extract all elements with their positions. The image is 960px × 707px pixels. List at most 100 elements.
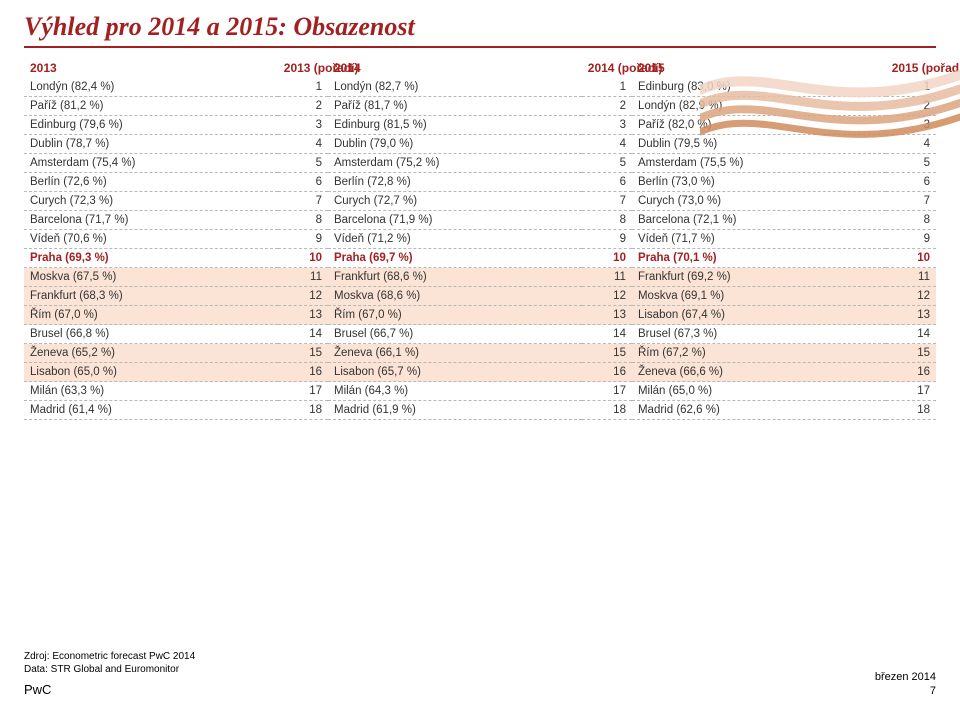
rank-cell: 17 bbox=[886, 382, 936, 401]
city-cell: Moskva (68,6 %) bbox=[328, 287, 582, 306]
city-cell: Londýn (82,4 %) bbox=[24, 78, 278, 97]
rank-cell: 2 bbox=[278, 97, 328, 116]
rank-cell: 11 bbox=[278, 268, 328, 287]
rank-cell: 8 bbox=[278, 211, 328, 230]
rank-cell: 2 bbox=[582, 97, 632, 116]
rank-cell: 11 bbox=[886, 268, 936, 287]
rank-cell: 10 bbox=[886, 249, 936, 268]
table-row: Moskva (67,5 %)11Frankfurt (68,6 %)11Fra… bbox=[24, 268, 936, 287]
city-cell: Lisabon (65,0 %) bbox=[24, 363, 278, 382]
city-cell: Berlín (73,0 %) bbox=[632, 173, 886, 192]
city-cell: Ženeva (66,6 %) bbox=[632, 363, 886, 382]
rank-cell: 12 bbox=[886, 287, 936, 306]
col-2015: 2015 bbox=[632, 58, 886, 78]
city-cell: Madrid (61,4 %) bbox=[24, 401, 278, 420]
city-cell: Dublin (79,0 %) bbox=[328, 135, 582, 154]
city-cell: Ženeva (66,1 %) bbox=[328, 344, 582, 363]
city-cell: Dublin (79,5 %) bbox=[632, 135, 886, 154]
rank-cell: 10 bbox=[278, 249, 328, 268]
city-cell: Brusel (66,8 %) bbox=[24, 325, 278, 344]
city-cell: Paříž (81,7 %) bbox=[328, 97, 582, 116]
rank-cell: 5 bbox=[582, 154, 632, 173]
city-cell: Lisabon (67,4 %) bbox=[632, 306, 886, 325]
city-cell: Curych (72,3 %) bbox=[24, 192, 278, 211]
rank-cell: 4 bbox=[886, 135, 936, 154]
city-cell: Londýn (82,9 %) bbox=[632, 97, 886, 116]
table-row: Londýn (82,4 %)1Londýn (82,7 %)1Edinburg… bbox=[24, 78, 936, 97]
table-row: Barcelona (71,7 %)8Barcelona (71,9 %)8Ba… bbox=[24, 211, 936, 230]
rank-cell: 8 bbox=[886, 211, 936, 230]
city-cell: Ženeva (65,2 %) bbox=[24, 344, 278, 363]
rank-cell: 13 bbox=[886, 306, 936, 325]
city-cell: Moskva (69,1 %) bbox=[632, 287, 886, 306]
city-cell: Praha (70,1 %) bbox=[632, 249, 886, 268]
table-header-row: 2013 2013 (pořadí) 2014 2014 (pořadí) 20… bbox=[24, 58, 936, 78]
table-row: Praha (69,3 %)10Praha (69,7 %)10Praha (7… bbox=[24, 249, 936, 268]
city-cell: Curych (73,0 %) bbox=[632, 192, 886, 211]
rank-cell: 18 bbox=[278, 401, 328, 420]
rank-cell: 3 bbox=[278, 116, 328, 135]
footer: Zdroj: Econometric forecast PwC 2014 Dat… bbox=[24, 650, 936, 697]
footer-page: 7 bbox=[930, 685, 936, 697]
rank-cell: 15 bbox=[886, 344, 936, 363]
table-row: Lisabon (65,0 %)16Lisabon (65,7 %)16Žene… bbox=[24, 363, 936, 382]
city-cell: Milán (63,3 %) bbox=[24, 382, 278, 401]
city-cell: Madrid (62,6 %) bbox=[632, 401, 886, 420]
rank-cell: 14 bbox=[886, 325, 936, 344]
city-cell: Vídeň (71,2 %) bbox=[328, 230, 582, 249]
col-2014: 2014 bbox=[328, 58, 582, 78]
table-row: Paříž (81,2 %)2Paříž (81,7 %)2Londýn (82… bbox=[24, 97, 936, 116]
rank-cell: 18 bbox=[582, 401, 632, 420]
city-cell: Brusel (67,3 %) bbox=[632, 325, 886, 344]
city-cell: Moskva (67,5 %) bbox=[24, 268, 278, 287]
col-2015-rank: 2015 (pořadí) bbox=[886, 58, 936, 78]
table-row: Brusel (66,8 %)14Brusel (66,7 %)14Brusel… bbox=[24, 325, 936, 344]
city-cell: Barcelona (72,1 %) bbox=[632, 211, 886, 230]
col-2013-rank: 2013 (pořadí) bbox=[278, 58, 328, 78]
city-cell: Dublin (78,7 %) bbox=[24, 135, 278, 154]
rank-cell: 6 bbox=[582, 173, 632, 192]
table-row: Edinburg (79,6 %)3Edinburg (81,5 %)3Paří… bbox=[24, 116, 936, 135]
table-row: Amsterdam (75,4 %)5Amsterdam (75,2 %)5Am… bbox=[24, 154, 936, 173]
rank-cell: 1 bbox=[582, 78, 632, 97]
col-2014-rank: 2014 (pořadí) bbox=[582, 58, 632, 78]
city-cell: Amsterdam (75,5 %) bbox=[632, 154, 886, 173]
footer-date: březen 2014 bbox=[875, 671, 936, 683]
city-cell: Milán (64,3 %) bbox=[328, 382, 582, 401]
city-cell: Brusel (66,7 %) bbox=[328, 325, 582, 344]
city-cell: Řím (67,0 %) bbox=[328, 306, 582, 325]
rank-cell: 14 bbox=[582, 325, 632, 344]
city-cell: Edinburg (79,6 %) bbox=[24, 116, 278, 135]
footer-source-2: Data: STR Global and Euromonitor bbox=[24, 663, 936, 676]
rank-cell: 18 bbox=[886, 401, 936, 420]
rank-cell: 7 bbox=[886, 192, 936, 211]
rank-cell: 2 bbox=[886, 97, 936, 116]
city-cell: Curych (72,7 %) bbox=[328, 192, 582, 211]
table-row: Curych (72,3 %)7Curych (72,7 %)7Curych (… bbox=[24, 192, 936, 211]
table-row: Frankfurt (68,3 %)12Moskva (68,6 %)12Mos… bbox=[24, 287, 936, 306]
rank-cell: 5 bbox=[278, 154, 328, 173]
table-row: Milán (63,3 %)17Milán (64,3 %)17Milán (6… bbox=[24, 382, 936, 401]
table-row: Berlín (72,6 %)6Berlín (72,8 %)6Berlín (… bbox=[24, 173, 936, 192]
city-cell: Frankfurt (69,2 %) bbox=[632, 268, 886, 287]
rank-cell: 16 bbox=[886, 363, 936, 382]
rank-cell: 1 bbox=[278, 78, 328, 97]
city-cell: Vídeň (71,7 %) bbox=[632, 230, 886, 249]
city-cell: Frankfurt (68,6 %) bbox=[328, 268, 582, 287]
footer-source-1: Zdroj: Econometric forecast PwC 2014 bbox=[24, 650, 936, 663]
rank-cell: 5 bbox=[886, 154, 936, 173]
rank-cell: 15 bbox=[278, 344, 328, 363]
city-cell: Řím (67,0 %) bbox=[24, 306, 278, 325]
city-cell: Milán (65,0 %) bbox=[632, 382, 886, 401]
table-container: 2013 2013 (pořadí) 2014 2014 (pořadí) 20… bbox=[0, 58, 960, 420]
city-cell: Amsterdam (75,4 %) bbox=[24, 154, 278, 173]
city-cell: Paříž (82,0 %) bbox=[632, 116, 886, 135]
rank-cell: 17 bbox=[582, 382, 632, 401]
city-cell: Edinburg (81,5 %) bbox=[328, 116, 582, 135]
rank-cell: 14 bbox=[278, 325, 328, 344]
city-cell: Vídeň (70,6 %) bbox=[24, 230, 278, 249]
rank-cell: 4 bbox=[278, 135, 328, 154]
table-row: Madrid (61,4 %)18Madrid (61,9 %)18Madrid… bbox=[24, 401, 936, 420]
city-cell: Amsterdam (75,2 %) bbox=[328, 154, 582, 173]
city-cell: Berlín (72,6 %) bbox=[24, 173, 278, 192]
